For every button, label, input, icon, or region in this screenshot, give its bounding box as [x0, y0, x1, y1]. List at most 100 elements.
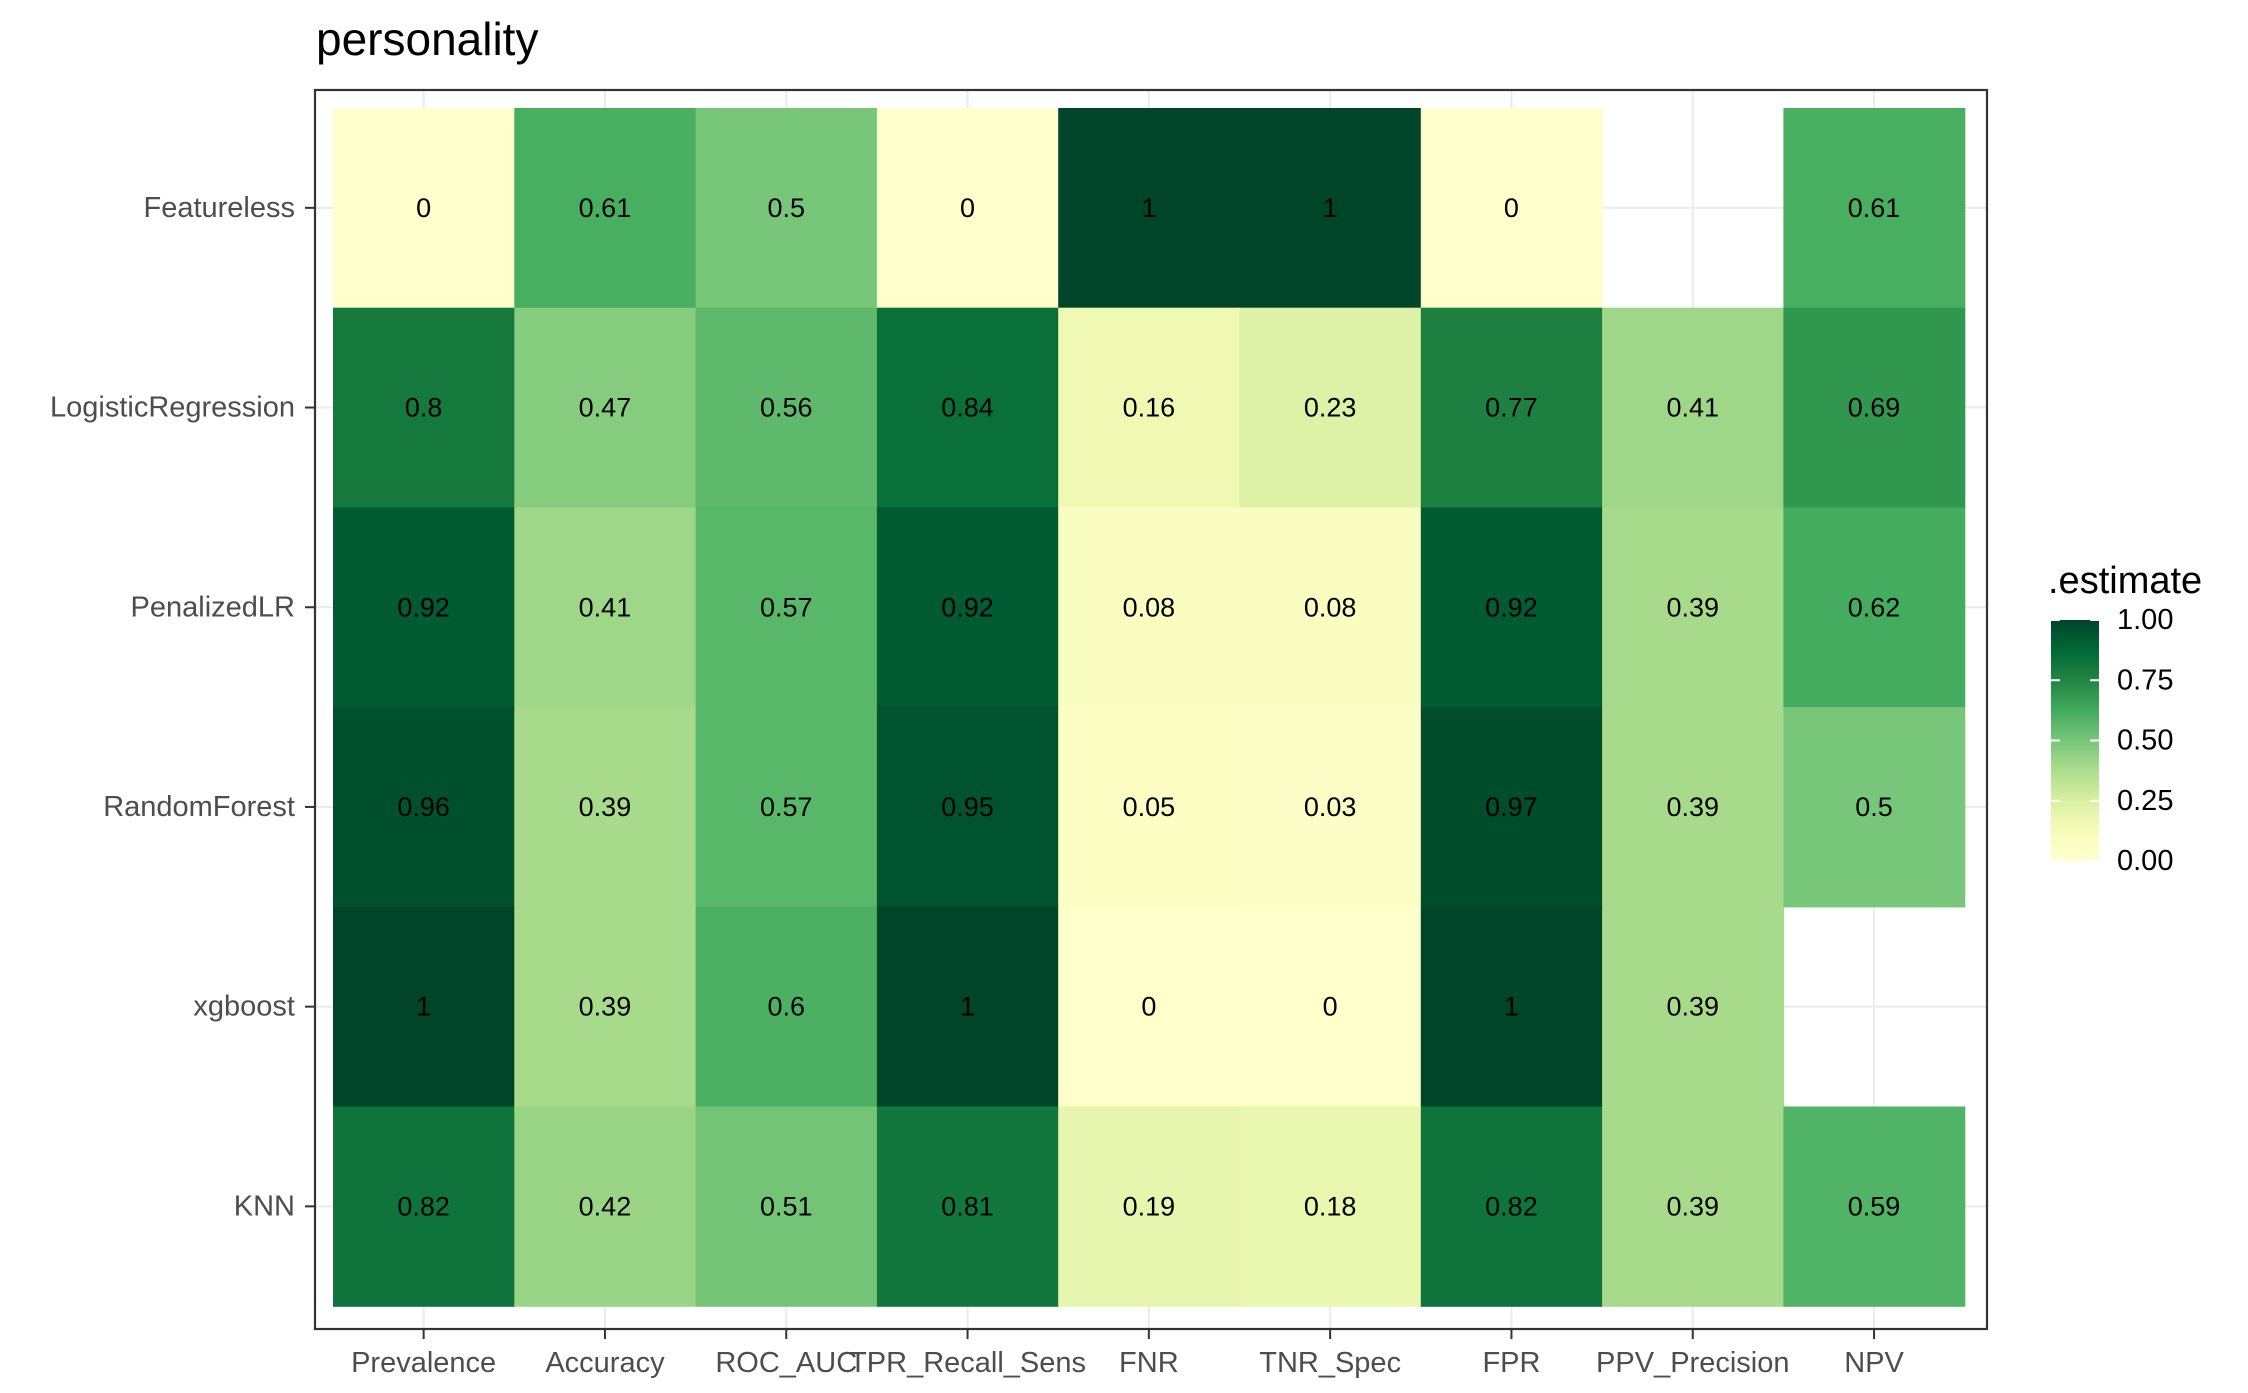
chart-title: personality	[316, 13, 538, 65]
x-axis-tick-label: Accuracy	[545, 1347, 665, 1379]
cell-value-label: 0.41	[579, 592, 632, 622]
x-axis-tick-label: PPV_Precision	[1596, 1347, 1789, 1379]
legend-break-label: 0.75	[2117, 664, 2173, 696]
heatmap-cell	[333, 108, 515, 309]
cell-value-label: 0.39	[1666, 1191, 1719, 1221]
x-axis-tick-label: ROC_AUC	[715, 1347, 857, 1379]
cell-value-label: 0.92	[397, 592, 450, 622]
cell-value-label: 0.16	[1123, 393, 1176, 423]
legend-break-label: 1.00	[2117, 604, 2173, 636]
heatmap-cell	[1239, 507, 1422, 708]
y-axis-tick-label: LogisticRegression	[50, 392, 295, 424]
cell-value-label: 0.23	[1304, 393, 1357, 423]
heatmap-cell	[1058, 507, 1241, 708]
cell-value-label: 0.61	[1848, 193, 1901, 223]
cell-value-label: 0.59	[1848, 1191, 1901, 1221]
heatmap-cell	[1602, 307, 1784, 508]
heatmap-cell	[695, 307, 878, 508]
cell-value-label: 0.92	[941, 592, 994, 622]
cell-value-label: 0.57	[760, 792, 813, 822]
heatmap-cell	[514, 1106, 697, 1307]
cell-value-label: 0.81	[941, 1191, 994, 1221]
x-axis-tick-label: NPV	[1844, 1347, 1904, 1379]
heatmap-cell	[1602, 507, 1784, 708]
cell-value-label: 0.39	[579, 792, 632, 822]
cell-value-label: 0.84	[941, 393, 994, 423]
heatmap-cell	[1420, 1106, 1603, 1307]
cell-value-label: 0	[1323, 992, 1338, 1022]
heatmap-cell	[1783, 108, 1966, 309]
cell-value-label: 0	[1504, 193, 1519, 223]
heatmap-cell	[1058, 108, 1241, 309]
cell-value-label: 0.41	[1666, 393, 1719, 423]
y-axis-tick-label: RandomForest	[103, 791, 295, 823]
heatmap-cell	[333, 307, 515, 508]
cell-value-label: 0.8	[405, 393, 443, 423]
cell-value-label: 0.97	[1485, 792, 1538, 822]
heatmap-cell	[695, 108, 878, 309]
heatmap-cell	[1058, 906, 1241, 1108]
legend-break-label: 0.00	[2117, 845, 2173, 877]
legend-break-label: 0.25	[2117, 785, 2173, 817]
cell-value-label: 0.39	[1666, 792, 1719, 822]
heatmap-cell	[695, 507, 878, 708]
heatmap-cell	[1058, 707, 1241, 908]
cell-value-label: 0.51	[760, 1191, 813, 1221]
axis-ticks	[305, 206, 1876, 1339]
legend-break-label: 0.50	[2117, 725, 2173, 757]
cell-value-label: 0.18	[1304, 1191, 1357, 1221]
heatmap-cell	[1239, 906, 1422, 1108]
heatmap-cells	[333, 108, 1966, 1307]
heatmap-cell	[514, 707, 697, 908]
cell-value-label: 0.39	[1666, 592, 1719, 622]
x-axis-tick-label: TPR_Recall_Sens	[849, 1347, 1086, 1379]
cell-value-label: 0.95	[941, 792, 994, 822]
cell-value-labels: 0 0.61 0.5 0 1 1 0 0.610.8 0.47 0.56 0.84 0.16 0.23 0…	[397, 193, 1901, 1221]
heatmap-cell	[1058, 307, 1241, 508]
panel-border	[313, 88, 1989, 1331]
heatmap-cell	[1783, 1106, 1966, 1307]
heatmap-cell	[1783, 507, 1966, 708]
heatmap-cell	[1420, 707, 1603, 908]
cell-value-label: 0	[960, 193, 975, 223]
y-axis-tick-label: KNN	[234, 1190, 295, 1222]
heatmap-cell	[1420, 507, 1603, 708]
cell-value-label: 0.39	[1666, 992, 1719, 1022]
heatmap-cell	[1420, 906, 1603, 1108]
cell-value-label: 0.05	[1123, 792, 1176, 822]
heatmap-cell	[333, 906, 515, 1108]
heatmap-cell	[695, 1106, 878, 1307]
cell-value-label: 0.19	[1123, 1191, 1176, 1221]
heatmap-cell	[333, 507, 515, 708]
heatmap-cell	[1420, 108, 1603, 309]
cell-value-label: 0.08	[1123, 592, 1176, 622]
heatmap-cell	[695, 707, 878, 908]
heatmap-cell	[514, 507, 697, 708]
cell-value-label: 0.69	[1848, 393, 1901, 423]
cell-value-label: 0.57	[760, 592, 813, 622]
heatmap-cell	[876, 108, 1059, 309]
x-axis-tick-label: Prevalence	[351, 1347, 496, 1379]
heatmap-cell	[1783, 707, 1966, 908]
y-axis-tick-label: PenalizedLR	[131, 591, 295, 623]
heatmap-cell	[1058, 1106, 1241, 1307]
cell-value-label: 1	[960, 992, 975, 1022]
cell-value-label: 1	[1141, 193, 1156, 223]
x-axis-tick-labels: Prevalence Accuracy ROC_AUCTPR_Recall_Sens…	[351, 1347, 1904, 1379]
heatmap-cell	[1239, 108, 1422, 309]
y-axis-tick-label: Featureless	[143, 192, 295, 224]
heatmap-cell	[333, 707, 515, 908]
cell-value-label: 0.47	[579, 393, 632, 423]
legend-ticks: 1.00 0.75 0.50 0.25 0.00	[2051, 604, 2173, 877]
cell-value-label: 0	[1141, 992, 1156, 1022]
cell-value-label: 0.6	[767, 992, 805, 1022]
y-axis-tick-label: xgboost	[193, 991, 295, 1023]
heatmap-cell	[876, 906, 1059, 1108]
x-axis-tick-label: FPR	[1482, 1347, 1540, 1379]
heatmap-cell	[1783, 307, 1966, 508]
heatmap-cell	[695, 906, 878, 1108]
x-axis-tick-label: FNR	[1119, 1347, 1179, 1379]
heatmap-cell	[333, 1106, 515, 1307]
cell-value-label: 0.39	[579, 992, 632, 1022]
